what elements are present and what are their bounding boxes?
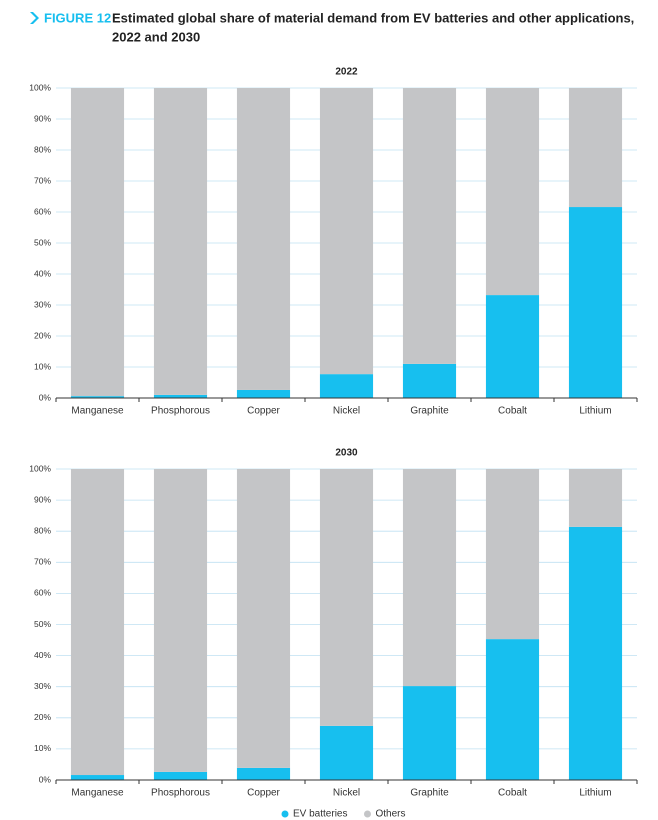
- y-tick-label: 100%: [29, 82, 51, 92]
- title-line: Estimated global share of material deman…: [112, 10, 634, 25]
- x-tick-label: Phosphorous: [151, 788, 210, 799]
- bar-segment: [70, 88, 125, 397]
- legend-label: Others: [375, 809, 405, 820]
- y-tick-label: 90%: [34, 494, 51, 504]
- title-line: 2022 and 2030: [112, 29, 200, 44]
- y-tick-label: 60%: [34, 206, 51, 216]
- y-tick-label: 30%: [34, 299, 51, 309]
- x-tick-label: Manganese: [71, 788, 124, 799]
- bar-segment: [402, 686, 457, 780]
- bar-segment: [402, 469, 457, 687]
- y-tick-label: 0%: [39, 392, 52, 402]
- x-tick-label: Graphite: [410, 406, 449, 417]
- bar-segment: [153, 394, 208, 398]
- y-tick-label: 20%: [34, 712, 51, 722]
- chart-title: 2022: [335, 67, 358, 78]
- chart-title: 2030: [335, 448, 358, 459]
- bar-segment: [485, 639, 540, 780]
- y-tick-label: 90%: [34, 113, 51, 123]
- legend-marker: [281, 810, 289, 818]
- figure-label: FIGURE 12: [44, 10, 111, 25]
- bar-segment: [485, 469, 540, 640]
- bar-segment: [70, 396, 125, 398]
- legend-marker: [363, 810, 371, 818]
- bar-segment: [568, 469, 623, 527]
- y-tick-label: 100%: [29, 463, 51, 473]
- x-tick-label: Nickel: [333, 406, 360, 417]
- x-tick-label: Cobalt: [498, 406, 527, 417]
- y-tick-label: 70%: [34, 175, 51, 185]
- x-tick-label: Nickel: [333, 788, 360, 799]
- y-tick-label: 20%: [34, 330, 51, 340]
- bar-segment: [402, 363, 457, 398]
- x-tick-label: Lithium: [579, 788, 611, 799]
- y-tick-label: 0%: [39, 774, 52, 784]
- bar-segment: [236, 88, 291, 390]
- bar-segment: [153, 469, 208, 772]
- bar-segment: [568, 526, 623, 780]
- bar-segment: [153, 88, 208, 395]
- x-tick-label: Lithium: [579, 406, 611, 417]
- y-tick-label: 50%: [34, 619, 51, 629]
- legend-label: EV batteries: [293, 809, 347, 820]
- bar-segment: [236, 767, 291, 780]
- y-tick-label: 50%: [34, 237, 51, 247]
- y-tick-label: 40%: [34, 268, 51, 278]
- y-tick-label: 60%: [34, 588, 51, 598]
- bar-segment: [319, 374, 374, 398]
- y-tick-label: 10%: [34, 743, 51, 753]
- y-tick-label: 80%: [34, 144, 51, 154]
- bar-segment: [236, 389, 291, 398]
- y-tick-label: 30%: [34, 681, 51, 691]
- y-tick-label: 80%: [34, 525, 51, 535]
- y-tick-label: 70%: [34, 557, 51, 567]
- x-tick-label: Cobalt: [498, 788, 527, 799]
- bar-segment: [485, 295, 540, 398]
- bar-segment: [568, 88, 623, 208]
- bar-segment: [319, 725, 374, 780]
- bar-segment: [70, 469, 125, 776]
- x-tick-label: Phosphorous: [151, 406, 210, 417]
- bar-segment: [70, 775, 125, 780]
- figure-arrow: [30, 12, 39, 24]
- x-tick-label: Manganese: [71, 406, 124, 417]
- x-tick-label: Graphite: [410, 788, 449, 799]
- y-tick-label: 10%: [34, 361, 51, 371]
- y-tick-label: 40%: [34, 650, 51, 660]
- bar-segment: [236, 469, 291, 768]
- x-tick-label: Copper: [247, 788, 280, 799]
- bar-segment: [319, 88, 374, 375]
- bar-segment: [568, 207, 623, 398]
- bar-segment: [402, 88, 457, 364]
- bar-segment: [153, 771, 208, 780]
- x-tick-label: Copper: [247, 406, 280, 417]
- bar-segment: [319, 469, 374, 726]
- bar-segment: [485, 88, 540, 296]
